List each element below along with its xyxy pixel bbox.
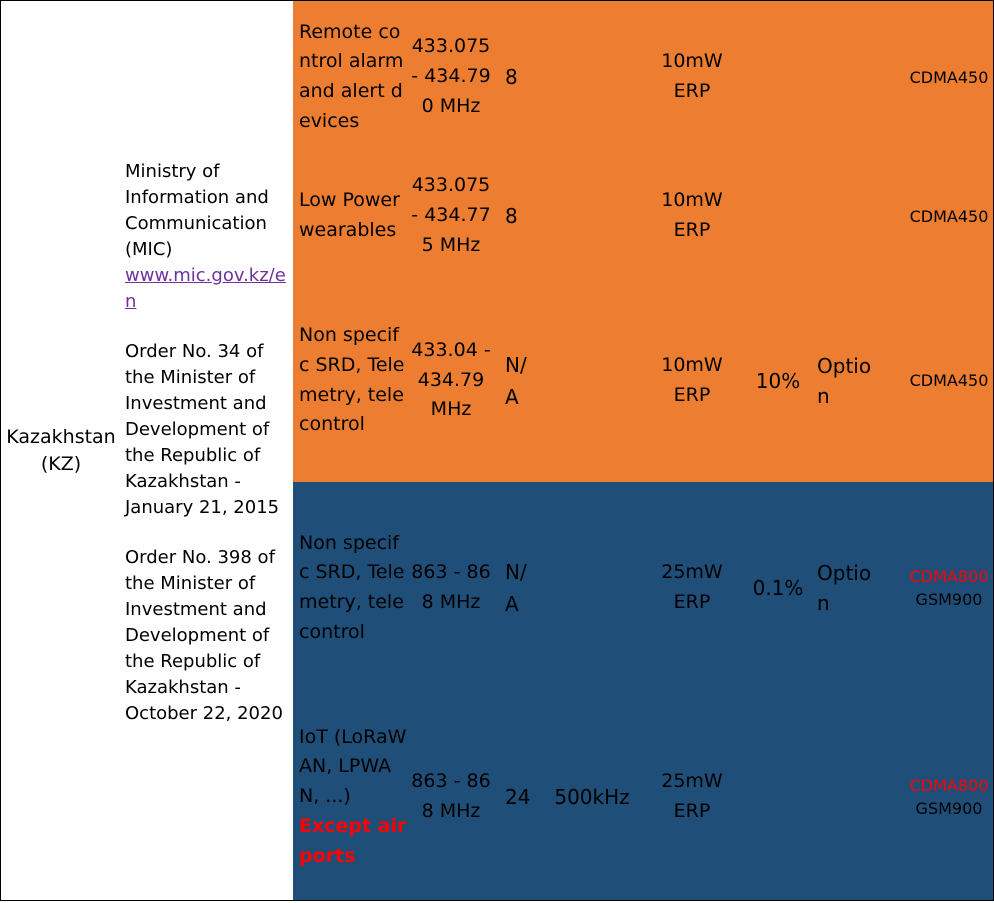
cellular-cell: CDMA450 [907, 153, 991, 279]
channels-cell: 8 [505, 1, 535, 153]
application-cell: Non specifc SRD, Telemetry, telecontrol [299, 482, 407, 694]
authority-name: Ministry of Information and Communicatio… [125, 161, 269, 260]
cellular-cell: CDMA800 GSM900 [907, 482, 991, 694]
frequency-text: 433.075 - 434.790 MHz [411, 35, 491, 117]
table-row: Non specifc SRD, Telemetry, telecontrol … [293, 482, 993, 694]
duty-cycle-cell [749, 153, 807, 279]
bandwidth-cell [551, 482, 633, 694]
cellular-red-text: CDMA800 [909, 776, 989, 795]
power-text: 10mW ERP [661, 189, 723, 241]
power-cell: 10mW ERP [661, 1, 723, 153]
application-text: Low Power wearables [299, 189, 400, 241]
cellular-text: CDMA450 [909, 206, 989, 226]
table-row: IoT (LoRaWAN, LPWAN, ...) Except airport… [293, 694, 993, 900]
frequency-text: 433.04 - 434.79 MHz [411, 338, 491, 421]
cellular-red-text: CDMA800 [909, 567, 989, 586]
channels-text: 8 [505, 65, 518, 89]
cellular-cell: CDMA450 [907, 279, 991, 482]
frequency-cell: 433.075 - 434.790 MHz [409, 1, 493, 153]
application-text: IoT (LoRaWAN, LPWAN, ...) [299, 725, 407, 808]
frequency-text: 433.075 - 434.775 MHz [411, 174, 491, 256]
power-text: 10mW ERP [661, 50, 723, 102]
duty-cycle-cell [749, 694, 807, 900]
country-cell: Kazakhstan (KZ) [1, 1, 121, 900]
application-cell: Remote control alarm and alert devices [299, 1, 407, 153]
duty-cycle-text: 10% [755, 368, 801, 393]
duty-cycle-cell [749, 1, 807, 153]
application-text: Non specifc SRD, Telemetry, telecontrol [299, 324, 405, 436]
table-row: Remote control alarm and alert devices 4… [293, 1, 993, 153]
table-row: Low Power wearables 433.075 - 434.775 MH… [293, 153, 993, 279]
lbt-cell [817, 153, 879, 279]
power-text: 25mW ERP [661, 770, 723, 822]
duty-cycle-cell: 0.1% [749, 482, 807, 694]
power-cell: 25mW ERP [661, 482, 723, 694]
application-cell: Non specifc SRD, Telemetry, telecontrol [299, 279, 407, 482]
authority-website-link[interactable]: www.mic.gov.kz/en [125, 265, 286, 312]
bandwidth-cell [551, 279, 633, 482]
application-cell: Low Power wearables [299, 153, 407, 279]
power-cell: 10mW ERP [661, 279, 723, 482]
frequency-cell: 433.075 - 434.775 MHz [409, 153, 493, 279]
order-1: Order No. 34 of the Minister of Investme… [125, 341, 280, 518]
channels-cell: N/A [505, 482, 535, 694]
channels-cell: 8 [505, 153, 535, 279]
restriction-text: Except airports [299, 814, 407, 867]
application-cell: IoT (LoRaWAN, LPWAN, ...) Except airport… [299, 694, 407, 900]
lbt-cell: Option [817, 482, 879, 694]
order-2: Order No. 398 of the Minister of Investm… [125, 547, 283, 724]
channels-text: N/A [505, 560, 527, 616]
lbt-text: Option [817, 561, 872, 615]
frequency-cell: 433.04 - 434.79 MHz [409, 279, 493, 482]
cellular-text: CDMA450 [909, 67, 989, 87]
application-text: Non specifc SRD, Telemetry, telecontrol [299, 531, 405, 643]
lbt-text: Option [817, 353, 872, 408]
authority-cell: Ministry of Information and Communicatio… [125, 159, 293, 727]
channels-text: 8 [505, 204, 518, 228]
frequency-cell: 863 - 868 MHz [409, 694, 493, 900]
channels-text: 24 [505, 785, 531, 809]
frequency-cell: 863 - 868 MHz [409, 482, 493, 694]
power-text: 10mW ERP [661, 353, 723, 406]
power-text: 25mW ERP [661, 561, 723, 613]
cellular-cell: CDMA800 GSM900 [907, 694, 991, 900]
power-cell: 10mW ERP [661, 153, 723, 279]
bandwidth-cell [551, 153, 633, 279]
cellular-cell: CDMA450 [907, 1, 991, 153]
duty-cycle-text: 0.1% [752, 576, 804, 600]
application-text: Remote control alarm and alert devices [299, 20, 404, 132]
frequency-text: 863 - 868 MHz [411, 770, 491, 822]
table-row: Non specifc SRD, Telemetry, telecontrol … [293, 279, 993, 482]
bandwidth-cell [551, 1, 633, 153]
duty-cycle-cell: 10% [749, 279, 807, 482]
channels-text: N/A [505, 352, 527, 409]
lbt-cell [817, 694, 879, 900]
frequency-text: 863 - 868 MHz [411, 561, 491, 613]
cellular-text: GSM900 [915, 590, 983, 609]
channels-cell: N/A [505, 279, 535, 482]
power-cell: 25mW ERP [661, 694, 723, 900]
cellular-text: GSM900 [915, 799, 983, 818]
lbt-cell [817, 1, 879, 153]
lbt-cell: Option [817, 279, 879, 482]
bandwidth-cell: 500kHz [551, 694, 633, 900]
bandwidth-text: 500kHz [554, 785, 630, 809]
country-label: Kazakhstan (KZ) [6, 425, 116, 475]
channels-cell: 24 [505, 694, 535, 900]
cellular-text: CDMA450 [909, 371, 989, 390]
frequency-bands: Remote control alarm and alert devices 4… [293, 1, 993, 900]
